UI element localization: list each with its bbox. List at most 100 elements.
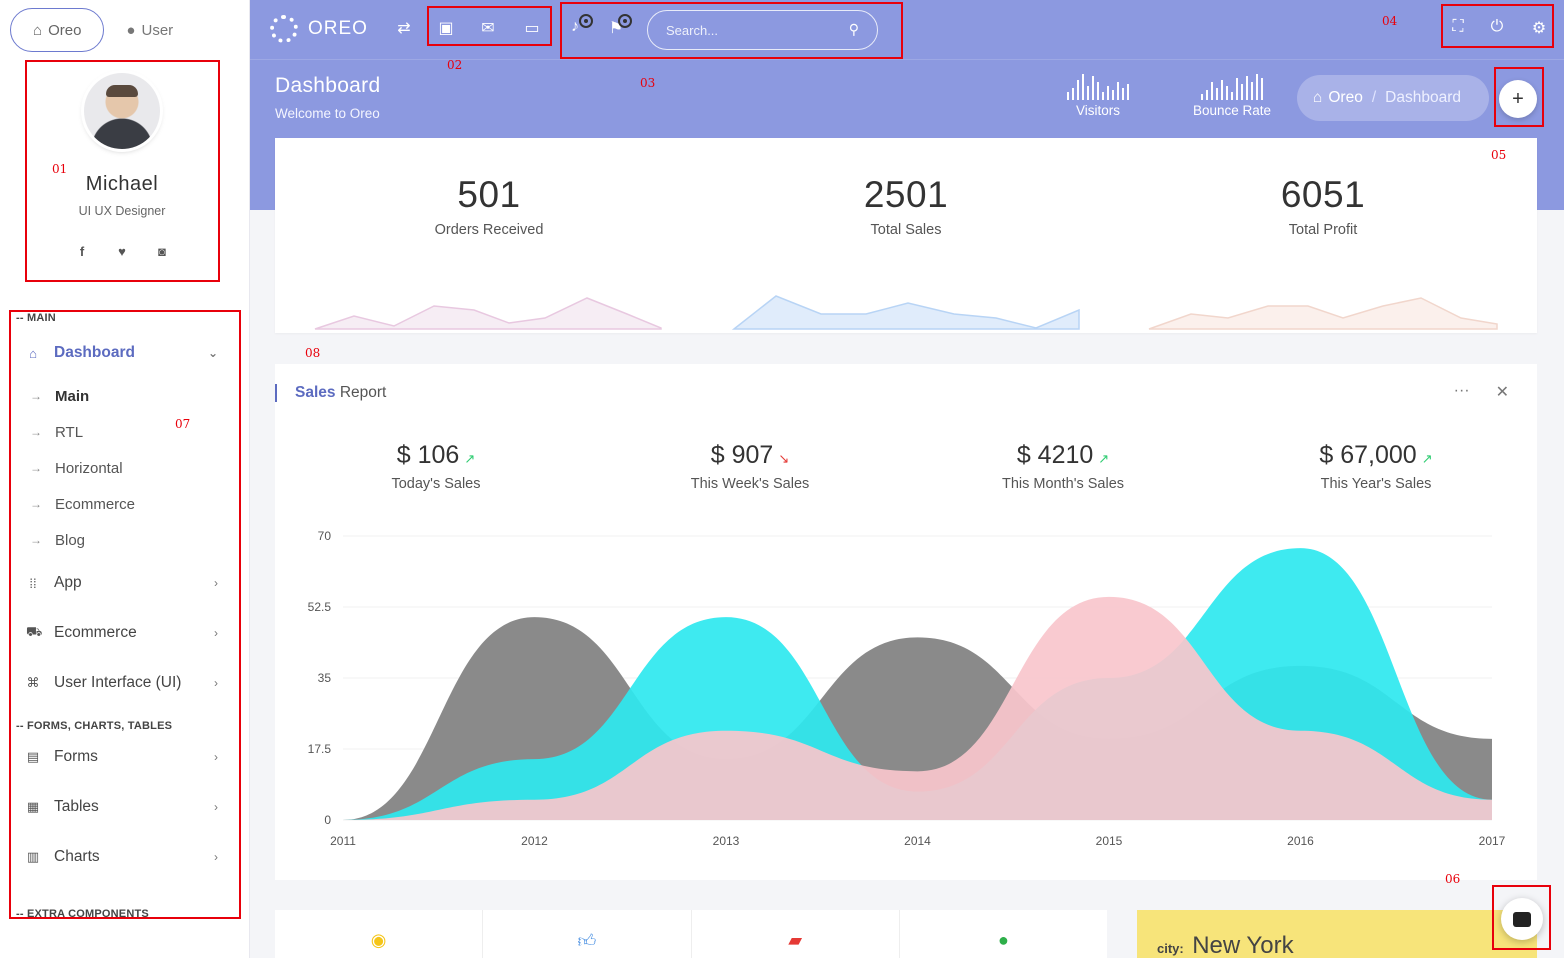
tab-user[interactable]: ● User	[126, 21, 174, 39]
thumbs-up-icon: 👍︎	[483, 910, 692, 958]
user-icon: ●	[126, 21, 136, 39]
kpi-label: This Month's Sales	[1001, 476, 1125, 492]
avatar[interactable]	[84, 73, 160, 149]
x-tick-label: 2012	[521, 834, 548, 848]
search-icon[interactable]: ⚲	[848, 21, 859, 37]
chevron-right-icon: ›	[214, 626, 218, 640]
sales-sparkline	[731, 295, 1080, 330]
kpi-2: $ 4210 ↗ This Month's Sales	[933, 441, 1193, 492]
swap-icon[interactable]: ⇄	[397, 20, 411, 37]
annotation-label-04: 04	[1382, 14, 1398, 28]
annotation-label-05: 05	[1491, 148, 1507, 162]
tab-oreo[interactable]: ⌂ Oreo	[10, 8, 105, 52]
comment-icon: ▰	[692, 910, 900, 958]
map-icon: ⌘	[26, 675, 40, 690]
arrow-right-icon: →	[30, 461, 42, 475]
chevron-right-icon: ›	[214, 800, 218, 814]
sidebar-nav: -- MAIN ⌂ Dashboard ⌄ → Main → RTL → Horizo…	[12, 312, 238, 920]
add-button[interactable]: +	[1499, 80, 1537, 118]
x-tick-label: 2013	[713, 834, 740, 848]
page-subtitle: Welcome to Oreo	[275, 106, 380, 121]
kpi-value: $ 907 ↘	[710, 441, 790, 469]
breadcrumb-root[interactable]: Oreo	[1328, 89, 1363, 106]
power-icon[interactable]: ⏻	[1490, 18, 1504, 35]
kpi-0: $ 106 ↗ Today's Sales	[306, 441, 566, 492]
contact-card-icon[interactable]: ▭	[524, 20, 540, 37]
profit-sparkline	[1148, 297, 1498, 330]
close-icon[interactable]: ✕	[1495, 384, 1509, 401]
sidebar-subitem-ecommerce[interactable]: → Ecommerce	[30, 495, 136, 513]
sidebar-item-dashboard[interactable]: ⌂ Dashboard ⌄	[12, 328, 238, 378]
sidebar-subitem-horizontal[interactable]: → Horizontal	[30, 459, 123, 477]
bar-chart-icon: ▥	[26, 849, 40, 864]
annotation-label-01: 01	[52, 162, 68, 176]
sidebar-item-charts[interactable]: ▥ Charts ›	[26, 848, 218, 865]
x-tick-label: 2017	[1479, 834, 1506, 848]
eye-icon: ◉	[275, 910, 484, 958]
clipboard-icon: ▤	[26, 749, 40, 764]
sales-report-title: Sales Report	[275, 384, 386, 402]
chat-icon	[1513, 911, 1531, 927]
sidebar-item-ecommerce[interactable]: ⛟ Ecommerce ›	[26, 624, 218, 641]
bell-icon[interactable]: ♪	[571, 18, 579, 35]
grid-icon: ⁞⁞	[29, 575, 37, 591]
x-tick-label: 2015	[1096, 834, 1123, 848]
page-title: Dashboard	[275, 74, 381, 97]
facebook-icon[interactable]: f	[79, 244, 85, 259]
card-tools: ··· ✕	[1454, 382, 1509, 402]
mail-icon[interactable]: ✉	[481, 20, 495, 37]
arrow-right-icon: →	[30, 389, 42, 403]
twitter-icon[interactable]: ♥	[118, 244, 126, 259]
chevron-right-icon: ›	[214, 850, 218, 864]
chevron-right-icon: ›	[214, 676, 218, 690]
home-icon: ⌂	[33, 21, 43, 39]
sidebar: ⌂ Oreo ● User Michael UI UX Designer f ♥…	[0, 0, 250, 958]
orders-sparkline	[314, 297, 662, 330]
instagram-icon[interactable]: ◙	[158, 244, 166, 259]
chat-button[interactable]	[1501, 898, 1543, 940]
city-card: city: New York	[1137, 910, 1537, 958]
notification-badge	[579, 14, 593, 28]
calendar-icon[interactable]: ▣	[438, 20, 454, 37]
topbar: OREO ⇄ ▣ ✉ ▭ ♪ ⚑ Search... ⚲ ⛶ ⏻ ⚙	[250, 0, 1564, 60]
sidebar-tabs: ⌂ Oreo ● User	[10, 8, 195, 52]
brand[interactable]: OREO	[270, 15, 368, 43]
kpi-value: $ 67,000 ↗	[1319, 441, 1433, 469]
more-icon[interactable]: ···	[1453, 382, 1470, 399]
x-tick-label: 2014	[904, 834, 931, 848]
trend-up-icon: ↗	[1421, 451, 1433, 466]
settings-icon[interactable]: ⚙	[1531, 20, 1547, 37]
social-stats-card: ◉ 👍︎ ▰ ●	[275, 910, 1107, 958]
trend-down-icon: ↘	[778, 451, 790, 466]
bounce-rate-label: Bounce Rate	[1192, 103, 1272, 118]
sidebar-item-ui[interactable]: ⌘ User Interface (UI) ›	[26, 674, 219, 691]
profile-card: Michael UI UX Designer f ♥ ◙	[26, 61, 218, 282]
kpi-1: $ 907 ↘ This Week's Sales	[620, 441, 880, 492]
sidebar-subitem-blog[interactable]: → Blog	[30, 531, 86, 549]
sidebar-item-forms[interactable]: ▤ Forms ›	[26, 748, 218, 765]
bounce-rate-mini-chart: Bounce Rate	[1180, 72, 1284, 118]
profile-name: Michael	[85, 173, 159, 195]
breadcrumb: ⌂ Oreo / Dashboard	[1297, 75, 1489, 121]
annotation-label-03: 03	[640, 76, 656, 90]
stat-sales: 2501 Total Sales	[726, 174, 1086, 330]
trend-up-icon: ↗	[1098, 451, 1110, 466]
fullscreen-icon[interactable]: ⛶	[1452, 18, 1464, 35]
arrow-right-icon: →	[30, 497, 42, 511]
sidebar-item-tables[interactable]: ▦ Tables ›	[26, 798, 218, 815]
sidebar-subitem-rtl[interactable]: → RTL	[30, 423, 84, 441]
sidebar-subitem-main[interactable]: → Main	[30, 387, 90, 405]
search-input[interactable]: Search... ⚲	[647, 10, 878, 50]
sidebar-item-app[interactable]: ⁞⁞ App ›	[12, 558, 238, 608]
visitors-sparkline	[1046, 72, 1150, 100]
logo-icon	[270, 15, 298, 43]
chevron-down-icon: ⌄	[207, 346, 218, 360]
home-icon: ⌂	[29, 345, 37, 361]
nav-header-extra: -- EXTRA COMPONENTS	[16, 908, 149, 920]
kpi-label: This Week's Sales	[690, 476, 810, 492]
stats-card: 501 Orders Received 2501 Total Sales 605…	[275, 138, 1537, 333]
stat-orders: 501 Orders Received	[309, 174, 669, 330]
y-tick-label: 0	[324, 813, 331, 827]
kpi-value: $ 106 ↗	[396, 441, 476, 469]
annotation-label-08: 08	[305, 346, 321, 360]
